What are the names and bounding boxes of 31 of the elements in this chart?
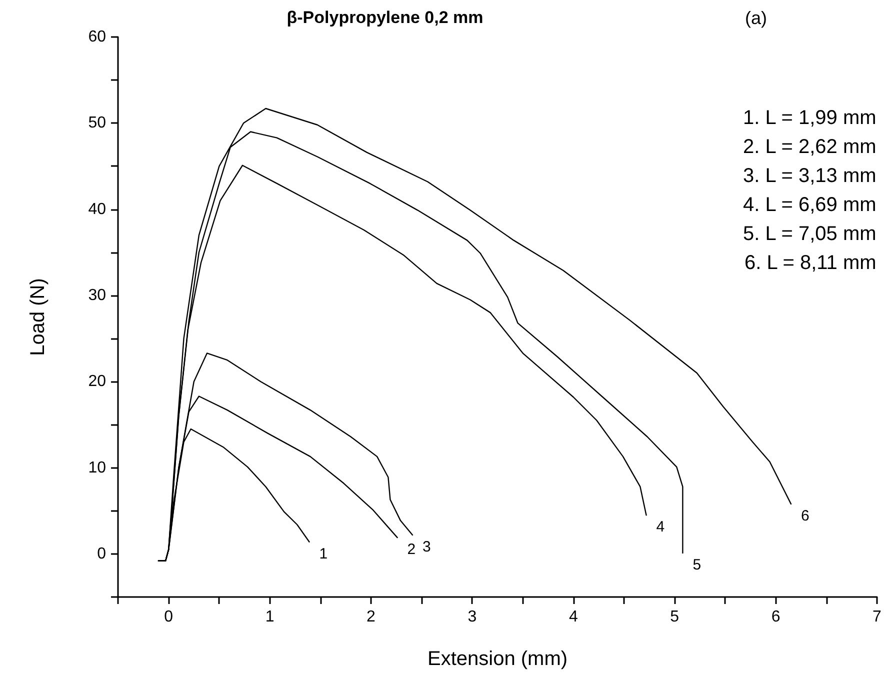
x-tick-label: 4 xyxy=(568,608,578,626)
y-tick-label: 30 xyxy=(88,286,106,304)
annotation: 2. L = 2,62 mm xyxy=(743,136,876,158)
annotation: 6. L = 8,11 mm xyxy=(744,252,876,274)
x-tick-label: 3 xyxy=(468,608,477,626)
y-tick-label: 60 xyxy=(88,28,106,46)
annotation: 1. L = 1,99 mm xyxy=(743,107,876,129)
x-axis-title: Extension (mm) xyxy=(427,648,568,670)
annotation: 3. L = 3,13 mm xyxy=(743,165,876,187)
y-tick-label: 0 xyxy=(97,545,106,562)
series-label: 4 xyxy=(656,518,665,536)
x-tick-label: 6 xyxy=(771,608,780,626)
x-tick-label: 1 xyxy=(265,608,274,626)
annotation: 4. L = 6,69 mm xyxy=(743,194,876,216)
series-label: 6 xyxy=(800,507,810,524)
series-label: 2 xyxy=(407,541,416,558)
series-label: 5 xyxy=(692,556,702,574)
y-axis-title: Load (N) xyxy=(27,278,49,356)
y-tick-label: 20 xyxy=(88,373,106,390)
series-label: 1 xyxy=(319,545,328,562)
y-tick-label: 50 xyxy=(88,114,106,132)
annotation: 5. L = 7,05 mm xyxy=(743,223,876,245)
x-tick-label: 2 xyxy=(366,608,376,626)
chart-title: β-Polypropylene 0,2 mm xyxy=(286,8,484,27)
y-tick-label: 10 xyxy=(88,459,106,476)
x-tick-label: 5 xyxy=(670,608,680,626)
y-tick-label: 40 xyxy=(88,200,106,218)
x-tick-label: 7 xyxy=(872,608,882,626)
chart-subtitle: (a) xyxy=(745,8,767,28)
x-tick-label: 0 xyxy=(164,608,174,626)
series-label: 3 xyxy=(422,538,431,556)
